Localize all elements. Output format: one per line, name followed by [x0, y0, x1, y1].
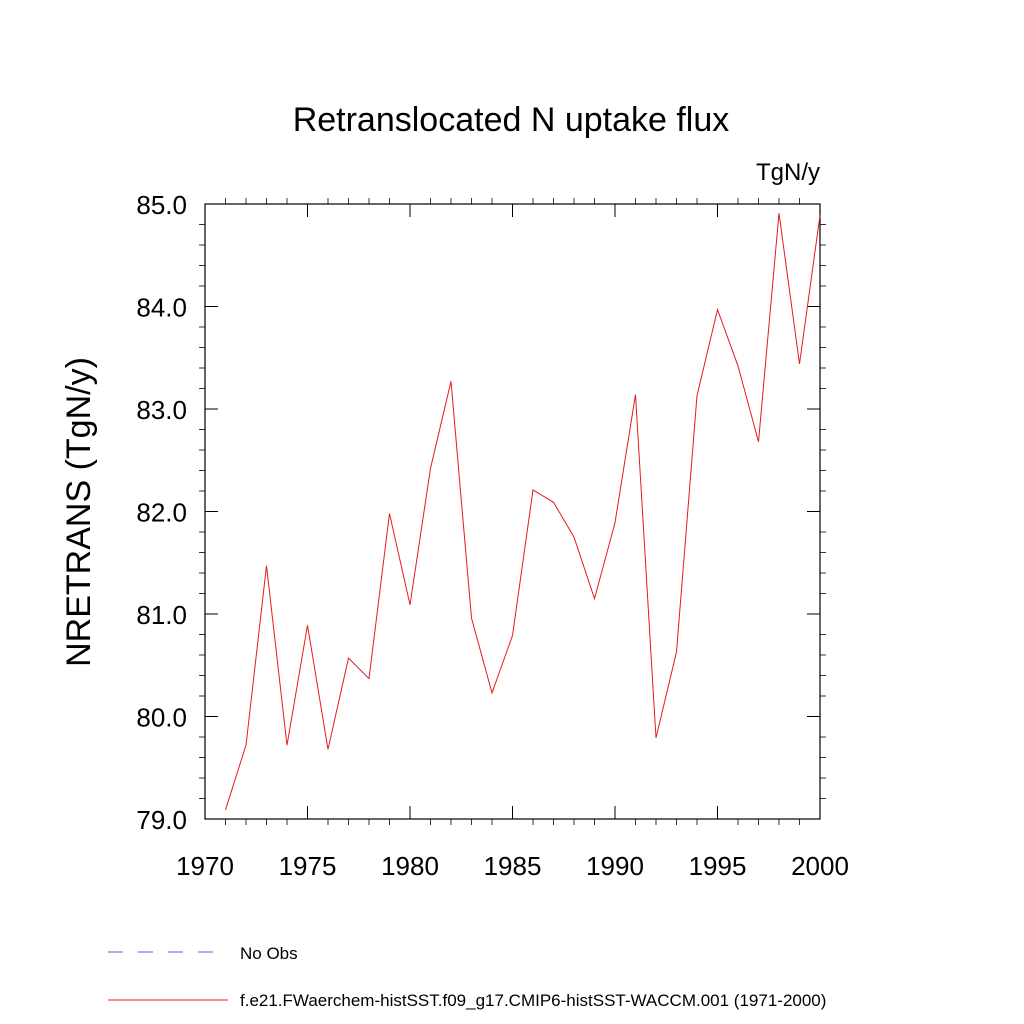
x-tick-label: 1990: [586, 851, 644, 881]
chart-title: Retranslocated N uptake flux: [293, 101, 730, 139]
x-tick-label: 1975: [279, 851, 337, 881]
axis-ticks: [199, 198, 826, 825]
y-tick-label: 80.0: [136, 703, 187, 733]
y-tick-label: 81.0: [136, 600, 187, 630]
series-lines: [225, 213, 821, 810]
x-tick-label: 1985: [484, 851, 542, 881]
legend-label-model: f.e21.FWaerchem-histSST.f09_g17.CMIP6-hi…: [240, 991, 826, 1010]
x-tick-label: 1970: [176, 851, 234, 881]
x-tick-label: 2000: [791, 851, 849, 881]
legend: No Obs f.e21.FWaerchem-histSST.f09_g17.C…: [108, 944, 826, 1010]
y-tick-label: 79.0: [136, 805, 187, 835]
plot-frame: [204, 203, 821, 820]
x-tick-label: 1995: [689, 851, 747, 881]
legend-label-no-obs: No Obs: [240, 944, 298, 963]
y-tick-label: 84.0: [136, 293, 187, 323]
y-tick-label: 83.0: [136, 395, 187, 425]
series-line: [225, 213, 821, 810]
y-tick-label: 85.0: [136, 190, 187, 220]
y-tick-label: 82.0: [136, 498, 187, 528]
tick-labels: 1970 1975 1980 1985 1990 1995 2000 79.0 80.0 81.0…: [136, 190, 849, 881]
x-tick-label: 1980: [381, 851, 439, 881]
y-axis-label: NRETRANS (TgN/y): [60, 357, 98, 667]
units-label: TgN/y: [756, 159, 820, 186]
